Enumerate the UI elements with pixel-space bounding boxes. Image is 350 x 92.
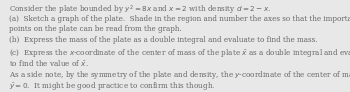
Text: (b)  Express the mass of the plate as a double integral and evaluate to find the: (b) Express the mass of the plate as a d… [9,36,317,44]
Text: (a)  Sketch a graph of the plate.  Shade in the region and number the axes so th: (a) Sketch a graph of the plate. Shade i… [9,15,350,23]
Text: As a side note, by the symmetry of the plate and density, the $y$-coordinate of : As a side note, by the symmetry of the p… [9,69,350,81]
Text: points on the plate can be read from the graph.: points on the plate can be read from the… [9,25,182,33]
Text: $\bar{y} = 0$.  It might be good practice to confirm this though.: $\bar{y} = 0$. It might be good practice… [9,80,215,92]
Text: (c)  Express the $x$-coordinate of the center of mass of the plate $\bar{x}$ as : (c) Express the $x$-coordinate of the ce… [9,47,350,59]
Text: Consider the plate bounded by $y^2 = 8x$ and $x = 2$ with density $d = 2 - x$.: Consider the plate bounded by $y^2 = 8x$… [9,4,271,17]
Text: to find the value of $\bar{x}$.: to find the value of $\bar{x}$. [9,58,89,68]
